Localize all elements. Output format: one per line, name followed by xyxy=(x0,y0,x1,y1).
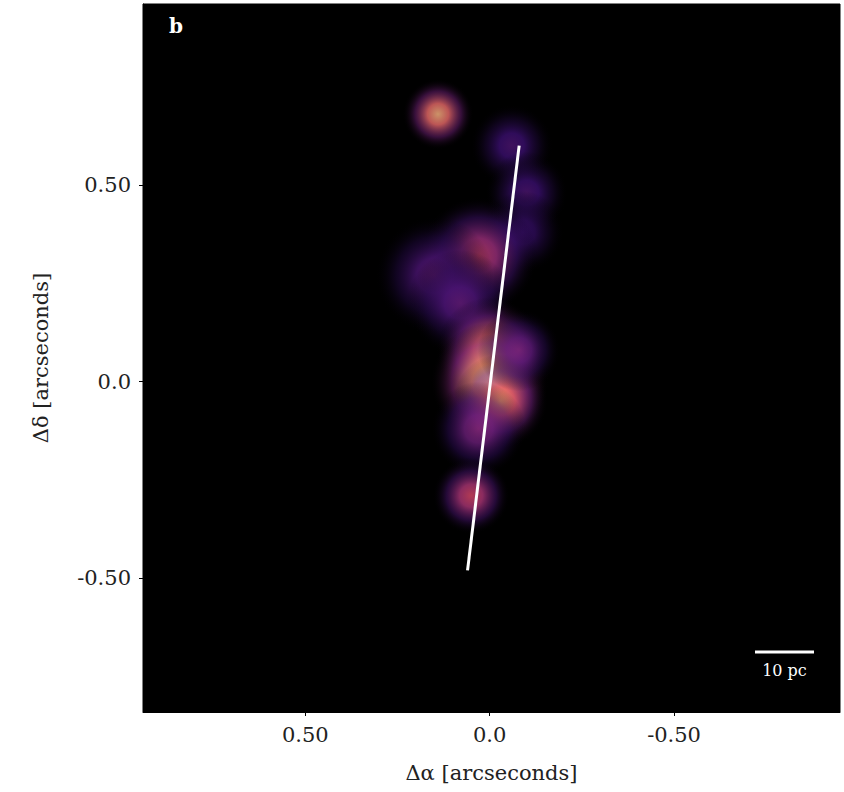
svg-text:0.0: 0.0 xyxy=(98,370,131,394)
svg-text:-0.50: -0.50 xyxy=(77,566,131,590)
svg-text:b: b xyxy=(169,14,183,38)
svg-text:Δδ [arcseconds]: Δδ [arcseconds] xyxy=(29,273,53,444)
svg-text:-0.50: -0.50 xyxy=(647,723,701,747)
svg-text:0.0: 0.0 xyxy=(473,723,506,747)
svg-text:10 pc: 10 pc xyxy=(762,661,807,680)
svg-text:0.50: 0.50 xyxy=(282,723,329,747)
svg-text:0.50: 0.50 xyxy=(84,173,131,197)
svg-text:Δα [arcseconds]: Δα [arcseconds] xyxy=(405,761,577,785)
